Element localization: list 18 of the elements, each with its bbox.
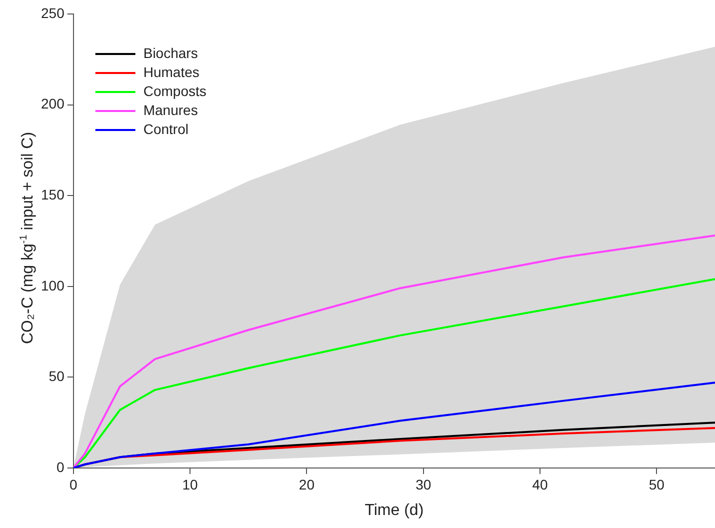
y-tick-label: 250 (41, 4, 65, 21)
x-tick-label: 20 (298, 476, 315, 492)
x-tick-label: 0 (69, 476, 78, 492)
y-tick-label: 50 (48, 368, 65, 384)
y-tick-label: 150 (41, 186, 65, 202)
legend-label: Manures (143, 102, 198, 118)
legend-label: Composts (143, 82, 206, 99)
legend-label: Humates (143, 64, 200, 80)
x-tick-label: 40 (532, 476, 548, 492)
y-tick-label: 200 (41, 96, 65, 112)
x-tick-label: 10 (182, 476, 198, 492)
legend-label: Biochars (143, 44, 198, 61)
legend-label: Control (143, 120, 188, 137)
y-tick-label: 0 (56, 458, 65, 475)
x-tick-label: 30 (416, 476, 432, 492)
y-tick-label: 100 (41, 277, 65, 294)
x-tick-label: 50 (648, 476, 665, 492)
x-axis-title: Time (d) (364, 502, 424, 519)
